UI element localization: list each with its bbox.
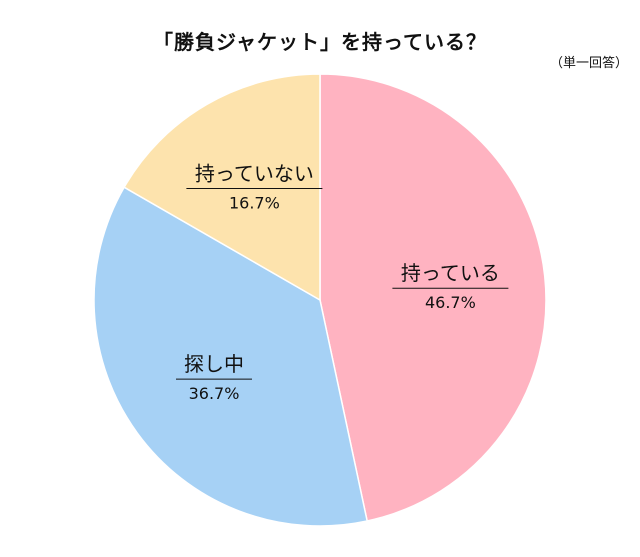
slice-3-category-text: 持っていない	[195, 162, 314, 186]
slice-3-label: 持っていない 16.7%	[186, 162, 323, 213]
slice-3-wedge	[123, 73, 321, 302]
slice-1-wedge	[319, 73, 547, 522]
slice-1-value-text: 46.7%	[425, 293, 476, 312]
slice-2-value-text: 36.7%	[189, 384, 240, 403]
slice-labels: 持っている 46.7% 探し中 36.7% 持っていない 16.7%	[176, 162, 509, 403]
slice-2-category-text: 探し中	[184, 352, 244, 376]
slice-1-category-text: 持っている	[401, 261, 500, 285]
slice-3-value-text: 16.7%	[229, 194, 280, 213]
slice-2-wedge	[93, 186, 369, 527]
answer-type-note: （単一回答）	[549, 56, 628, 71]
slice-1-label: 持っている 46.7%	[392, 261, 509, 312]
pie-slices	[93, 73, 547, 527]
slice-2-label: 探し中 36.7%	[176, 352, 252, 403]
chart-title: 「勝負ジャケット」を持っている？	[153, 30, 487, 54]
